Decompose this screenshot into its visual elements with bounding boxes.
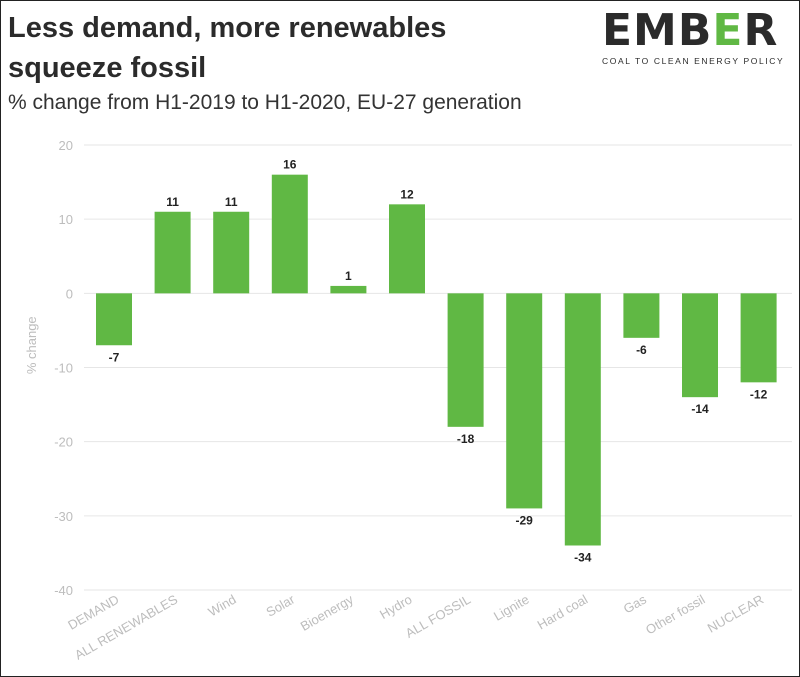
data-label: 11 bbox=[225, 195, 238, 209]
data-label: -34 bbox=[574, 551, 592, 565]
x-tick-label: Solar bbox=[264, 591, 298, 619]
bar-nuclear bbox=[740, 293, 777, 383]
x-tick-label: Gas bbox=[621, 591, 650, 616]
data-label: -7 bbox=[109, 350, 120, 364]
bar-hard-coal bbox=[564, 293, 601, 546]
data-label: 16 bbox=[283, 158, 297, 172]
bar-all-fossil bbox=[447, 293, 484, 427]
bar-solar bbox=[271, 174, 308, 294]
bar-lignite bbox=[506, 293, 543, 509]
y-tick-label: -30 bbox=[54, 509, 73, 524]
y-tick-label: -20 bbox=[54, 435, 73, 450]
logo-wordmark: EMBER bbox=[602, 8, 792, 54]
data-label: 12 bbox=[400, 187, 414, 201]
y-tick-label: 0 bbox=[66, 286, 73, 301]
data-label: 1 bbox=[345, 269, 352, 283]
logo-word-end: R bbox=[743, 5, 779, 56]
bar-gas bbox=[623, 293, 660, 338]
bar-hydro bbox=[389, 204, 425, 294]
bar-demand bbox=[96, 293, 132, 346]
data-label: -6 bbox=[636, 343, 647, 357]
x-tick-label: Other fossil bbox=[643, 592, 708, 638]
x-tick-label: ALL RENEWABLES bbox=[72, 591, 180, 662]
x-tick-label: Wind bbox=[206, 592, 239, 620]
x-tick-label: ALL FOSSIL bbox=[403, 592, 473, 641]
bar-other-fossil bbox=[682, 293, 718, 398]
y-tick-label: 10 bbox=[59, 212, 73, 227]
logo-word-start: EMB bbox=[602, 5, 713, 56]
data-label: 11 bbox=[166, 195, 179, 209]
y-axis-label: % change bbox=[24, 316, 39, 374]
data-label: -14 bbox=[691, 402, 709, 416]
bar-wind bbox=[213, 211, 250, 294]
y-tick-label: 20 bbox=[59, 138, 73, 153]
x-tick-label: NUCLEAR bbox=[705, 592, 766, 636]
x-tick-label: Lignite bbox=[491, 592, 532, 624]
y-tick-label: -10 bbox=[54, 361, 73, 376]
data-label: -29 bbox=[516, 513, 534, 527]
x-tick-label: Hydro bbox=[377, 592, 415, 622]
ember-logo: EMBER COAL TO CLEAN ENERGY POLICY bbox=[602, 8, 792, 68]
data-label: -18 bbox=[457, 432, 475, 446]
x-tick-label: Hard coal bbox=[535, 592, 591, 633]
data-label: -12 bbox=[750, 387, 768, 401]
logo-tagline: COAL TO CLEAN ENERGY POLICY bbox=[602, 56, 785, 66]
y-tick-label: -40 bbox=[54, 583, 73, 598]
bar-all-renewables bbox=[154, 211, 191, 294]
logo-e-mark: E bbox=[712, 5, 744, 56]
x-tick-label: Bioenergy bbox=[298, 591, 357, 634]
bar-bioenergy bbox=[330, 285, 367, 294]
chart-subtitle: % change from H1-2019 to H1-2020, EU-27 … bbox=[8, 91, 522, 114]
chart-title: Less demand, more renewables squeeze fos… bbox=[8, 12, 447, 84]
